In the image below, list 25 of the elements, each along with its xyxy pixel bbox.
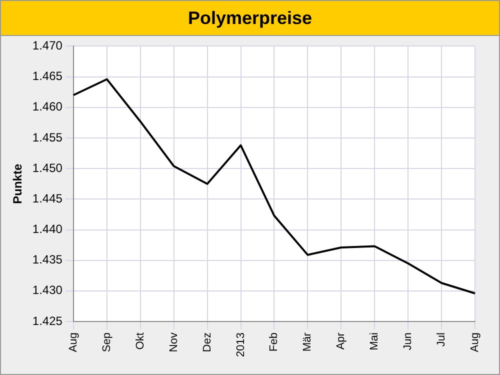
x-tick-label: Mai — [368, 332, 381, 350]
x-tick-label: Mär — [302, 332, 314, 352]
y-tick-label: 1.440 — [32, 222, 63, 236]
y-tick-label: 1.435 — [32, 252, 63, 267]
y-tick-label: 1.465 — [32, 69, 63, 84]
chart-title: Polymerpreise — [1, 1, 499, 36]
x-tick-label: Nov — [168, 332, 180, 352]
x-tick-label: Feb — [268, 332, 280, 352]
y-tick-label: 1.455 — [32, 130, 63, 144]
y-tick-label: 1.425 — [32, 314, 63, 328]
x-tick-label: Okt — [134, 332, 146, 350]
x-tick-label: Jul — [436, 332, 448, 347]
x-tick-label: Jun — [402, 332, 414, 350]
y-tick-label: 1.450 — [32, 160, 63, 175]
x-tick-label: Aug — [67, 332, 80, 352]
y-tick-label: 1.460 — [32, 100, 63, 114]
y-tick-label: 1.430 — [32, 283, 63, 298]
x-tick-label: Aug — [469, 332, 482, 352]
x-tick-label: Dez — [201, 332, 214, 352]
x-tick-label: Apr — [335, 332, 348, 350]
x-tick-label: 2013 — [234, 332, 247, 358]
y-tick-label: 1.470 — [32, 38, 63, 53]
y-tick-label: 1.445 — [32, 191, 63, 206]
x-tick-label: Sep — [100, 332, 113, 352]
y-axis-title: Punkte — [10, 164, 25, 204]
